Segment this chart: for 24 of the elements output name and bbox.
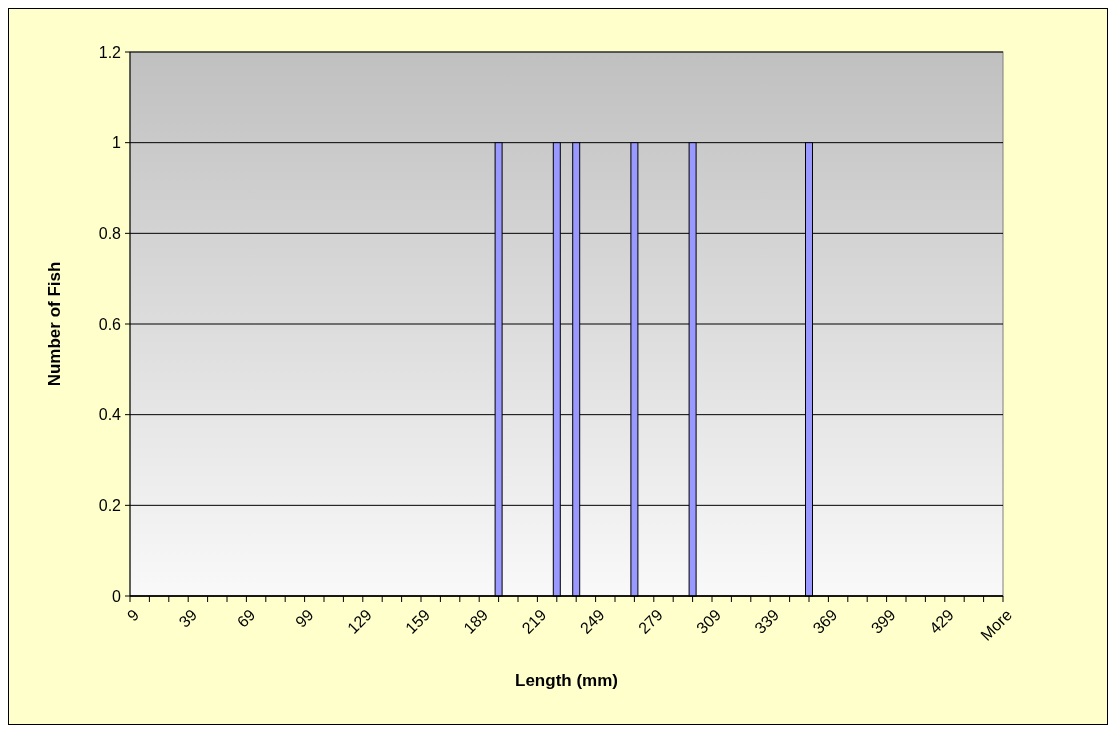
x-tick-label: 279 bbox=[634, 605, 666, 637]
y-tick-label: 1 bbox=[112, 134, 122, 152]
x-tick-label: 39 bbox=[175, 605, 201, 631]
x-tick-label: 9 bbox=[123, 605, 143, 625]
y-tick-label: 0.6 bbox=[98, 315, 122, 333]
x-tick-label: 339 bbox=[751, 605, 783, 637]
x-tick-label: 219 bbox=[518, 605, 550, 637]
x-tick-label: 99 bbox=[292, 605, 317, 631]
y-tick-label: 0.4 bbox=[98, 406, 122, 424]
x-tick-label: 69 bbox=[233, 605, 259, 631]
x-tick-label: 159 bbox=[402, 605, 434, 637]
y-axis-title: Number of Fish bbox=[45, 261, 64, 387]
y-tick-label: 0.8 bbox=[98, 224, 122, 242]
x-tick-label: 429 bbox=[925, 605, 957, 637]
y-tick-label: 0.2 bbox=[98, 496, 122, 514]
x-tick-label: 189 bbox=[460, 605, 492, 637]
y-tick-label: 0 bbox=[112, 587, 122, 605]
x-tick-label: 369 bbox=[809, 605, 841, 637]
y-tick-label: 1.2 bbox=[98, 43, 122, 61]
x-tick-label: 129 bbox=[343, 605, 375, 637]
x-tick-label: 309 bbox=[693, 605, 725, 637]
x-axis-title: Length (mm) bbox=[515, 671, 618, 690]
x-tick-label: 249 bbox=[576, 605, 608, 637]
x-tick-label: 399 bbox=[867, 605, 899, 637]
